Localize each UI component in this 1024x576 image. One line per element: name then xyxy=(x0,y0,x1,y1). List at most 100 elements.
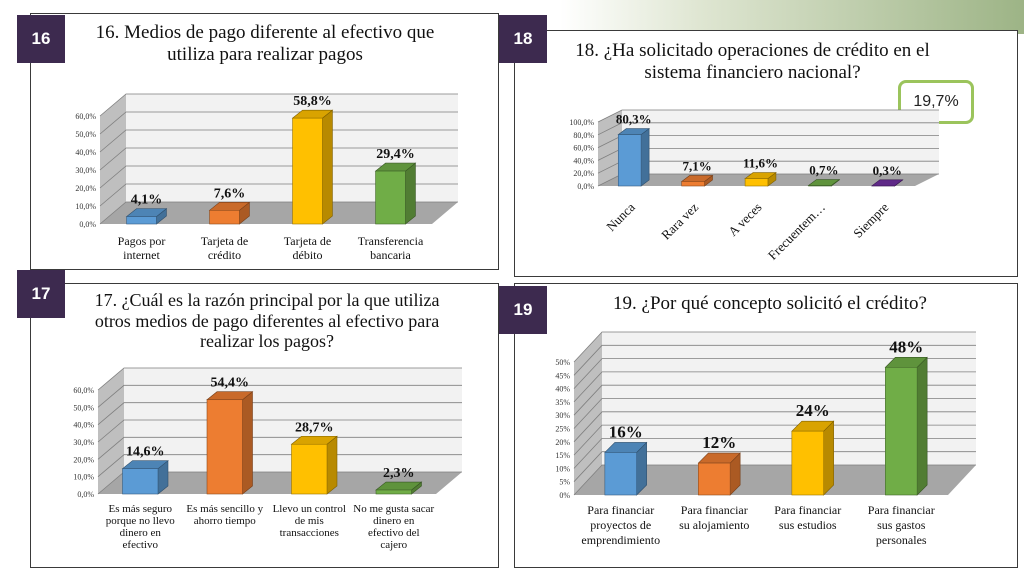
ytick-label-19: 0% xyxy=(559,491,570,500)
ytick-label-19: 35% xyxy=(555,398,570,407)
data-label-19-2: 24% xyxy=(796,401,830,420)
chart-title-18: 18. ¿Ha solicitado operaciones de crédit… xyxy=(575,40,930,83)
gridline-19 xyxy=(573,451,976,482)
ytick-label-18: 0,0% xyxy=(577,182,594,191)
data-label-17-3: 2,3% xyxy=(383,466,415,481)
data-label-17-0: 14,6% xyxy=(126,445,165,460)
chart-badge-16: 16 xyxy=(17,15,65,63)
ytick-label-18: 20,0% xyxy=(573,169,594,178)
floor-19 xyxy=(574,465,976,495)
gridline-19 xyxy=(573,411,976,443)
category-label-16-2: Tarjeta de débito xyxy=(284,234,331,262)
category-label-16-1: Tarjeta de crédito xyxy=(201,234,248,262)
ytick-label-16: 50,0% xyxy=(75,130,96,139)
ytick-label-17: 10,0% xyxy=(73,473,94,482)
gridline-19 xyxy=(573,424,976,456)
category-label-17-1: Es más sencillo y ahorro tiempo xyxy=(186,503,263,527)
gridline-19 xyxy=(573,437,976,469)
chart-badge-19: 19 xyxy=(499,286,547,334)
floor-17 xyxy=(98,472,462,494)
bar-18-2 xyxy=(744,178,769,187)
bar-17-0 xyxy=(122,468,159,495)
ytick-label-17: 40,0% xyxy=(73,421,94,430)
category-label-16-0: Pagos por internet xyxy=(118,234,166,262)
ytick-label-16: 10,0% xyxy=(75,202,96,211)
ytick-label-17: 20,0% xyxy=(73,455,94,464)
ytick-label-18: 60,0% xyxy=(573,144,594,153)
gridline-18 xyxy=(597,109,939,123)
gridline-16 xyxy=(99,165,458,189)
data-label-16-2: 58,8% xyxy=(293,94,332,109)
data-label-16-3: 29,4% xyxy=(376,147,415,162)
bar-19-2 xyxy=(791,430,824,496)
data-label-19-0: 16% xyxy=(609,422,643,441)
data-label-17-2: 28,7% xyxy=(295,420,334,435)
gridline-16 xyxy=(99,111,458,135)
gridline-19 xyxy=(573,331,976,363)
bar-16-3 xyxy=(375,170,406,225)
gridline-16 xyxy=(99,147,458,171)
bar-16-1 xyxy=(209,210,240,225)
category-label-17-3: No me gusta sacar dinero en efectivo del ca… xyxy=(353,503,434,551)
floor-16 xyxy=(100,202,458,224)
gridline-16 xyxy=(99,201,458,225)
ytick-label-19: 50% xyxy=(555,358,570,367)
bar-19-1 xyxy=(698,462,731,496)
bar-18-0 xyxy=(617,134,642,187)
category-label-17-2: Llevo un control de mis transacciones xyxy=(273,503,346,539)
category-label-16-3: Transferencia bancaria xyxy=(358,234,424,262)
ytick-label-17: 30,0% xyxy=(73,438,94,447)
gridline-18 xyxy=(597,122,939,136)
chart-title-19: 19. ¿Por qué concepto solicitó el crédit… xyxy=(613,293,927,314)
gridline-19 xyxy=(573,384,976,416)
chart-badge-17: 17 xyxy=(17,270,65,318)
ytick-label-16: 60,0% xyxy=(75,112,96,121)
ytick-label-18: 100,0% xyxy=(569,118,594,127)
data-label-18-2: 11,6% xyxy=(743,156,778,171)
bar-16-2 xyxy=(292,117,323,225)
bar-19-0 xyxy=(604,452,637,496)
ytick-label-16: 20,0% xyxy=(75,184,96,193)
category-label-19-2: Para financiar sus estudios xyxy=(774,503,841,532)
data-label-18-0: 80,3% xyxy=(616,112,652,127)
gridline-17 xyxy=(97,367,462,391)
gridline-19 xyxy=(573,371,976,403)
ytick-label-19: 40% xyxy=(555,385,570,394)
gridline-19 xyxy=(573,358,976,389)
header-gradient-band xyxy=(560,0,1024,34)
ytick-label-19: 10% xyxy=(555,464,570,473)
ytick-label-17: 50,0% xyxy=(73,403,94,412)
data-label-16-1: 7,6% xyxy=(214,186,246,201)
data-label-18-4: 0,3% xyxy=(873,163,902,178)
bar-16-0 xyxy=(126,216,157,225)
chart-title-17: 17. ¿Cuál es la razón principal por la q… xyxy=(94,290,440,352)
chart-badge-18: 18 xyxy=(499,15,547,63)
ytick-label-16: 0,0% xyxy=(79,220,96,229)
ytick-label-17: 0,0% xyxy=(77,490,94,499)
bar-17-1 xyxy=(206,399,243,495)
gridline-16 xyxy=(99,93,458,117)
ytick-label-19: 25% xyxy=(555,425,570,434)
bar-18-1 xyxy=(681,181,705,187)
ytick-label-16: 40,0% xyxy=(75,148,96,157)
gridline-17 xyxy=(97,419,462,443)
data-label-19-1: 12% xyxy=(702,433,736,452)
category-label-17-0: Es más seguro porque no llevo dinero en efe… xyxy=(106,503,176,551)
gridline-19 xyxy=(573,344,976,376)
data-label-18-3: 0,7% xyxy=(809,163,838,178)
bar-side-19-2 xyxy=(823,420,834,496)
gridline-17 xyxy=(97,384,462,408)
ytick-label-19: 45% xyxy=(555,371,570,380)
category-label-19-0: Para financiar proyectos de emprendimiento xyxy=(581,503,660,547)
category-label-19-3: Para financiar sus gastos personales xyxy=(868,503,935,547)
gridline-16 xyxy=(99,183,458,207)
bar-17-3 xyxy=(375,489,412,495)
gridline-17 xyxy=(97,454,462,477)
data-label-16-0: 4,1% xyxy=(131,193,163,208)
bar-19-3 xyxy=(885,367,918,496)
ytick-label-19: 20% xyxy=(555,438,570,447)
